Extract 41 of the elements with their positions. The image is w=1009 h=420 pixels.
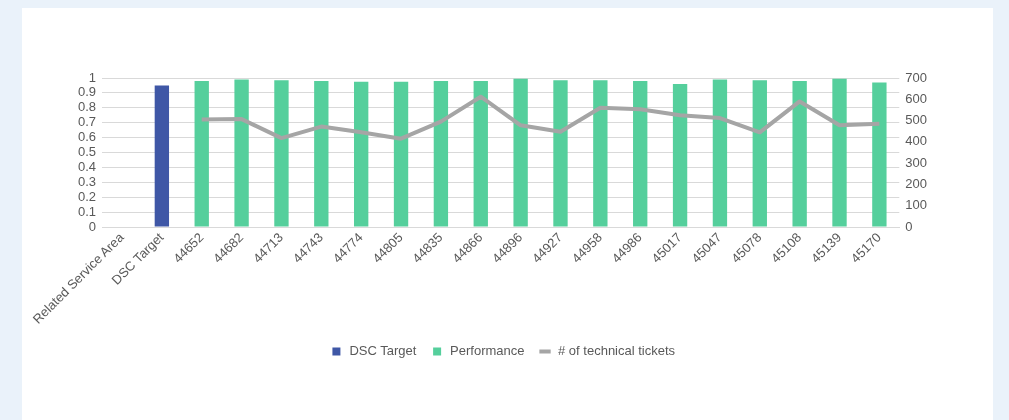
- y-tick-label: 1: [88, 69, 97, 85]
- bar: [393, 81, 409, 227]
- bar: [792, 80, 807, 227]
- bar: [314, 80, 329, 227]
- y2-tick-label: 300: [905, 154, 928, 170]
- y-tick-label: 0.6: [77, 129, 97, 145]
- y2-tick-label: 100: [905, 197, 928, 213]
- y2-tick-label: 600: [905, 90, 928, 106]
- bar: [194, 80, 209, 227]
- bar: [872, 82, 887, 227]
- legend-label: # of technical tickets: [558, 343, 676, 359]
- y-tick-label: 0.3: [77, 173, 97, 189]
- bar: [593, 80, 608, 227]
- bar: [274, 80, 289, 227]
- y-tick-label: 0.2: [77, 188, 97, 204]
- bar: [154, 85, 170, 227]
- bar: [234, 79, 249, 227]
- y-tick-label: 0.5: [77, 144, 97, 160]
- bar: [473, 80, 488, 227]
- bar: [513, 78, 528, 227]
- bar: [752, 80, 767, 227]
- y-tick-label: 0: [88, 218, 97, 234]
- y-tick-label: 0.9: [77, 84, 97, 100]
- bar: [672, 83, 688, 227]
- y2-tick-label: 0: [905, 218, 913, 234]
- legend-label: DSC Target: [349, 343, 417, 359]
- bar: [832, 78, 847, 227]
- y2-tick-label: 700: [905, 69, 928, 85]
- bar: [633, 80, 648, 227]
- bar: [354, 81, 369, 227]
- y-tick-label: 0.8: [77, 99, 97, 115]
- y2-tick-label: 500: [905, 112, 928, 128]
- y-tick-label: 0.7: [77, 114, 97, 130]
- bar: [433, 80, 449, 227]
- y2-tick-label: 400: [905, 133, 928, 149]
- legend-label: Performance: [450, 343, 525, 359]
- bar: [712, 79, 728, 227]
- y-tick-label: 0.1: [77, 203, 97, 219]
- y-tick-label: 0.4: [77, 159, 97, 175]
- bar: [553, 80, 568, 227]
- y2-tick-label: 200: [905, 176, 928, 192]
